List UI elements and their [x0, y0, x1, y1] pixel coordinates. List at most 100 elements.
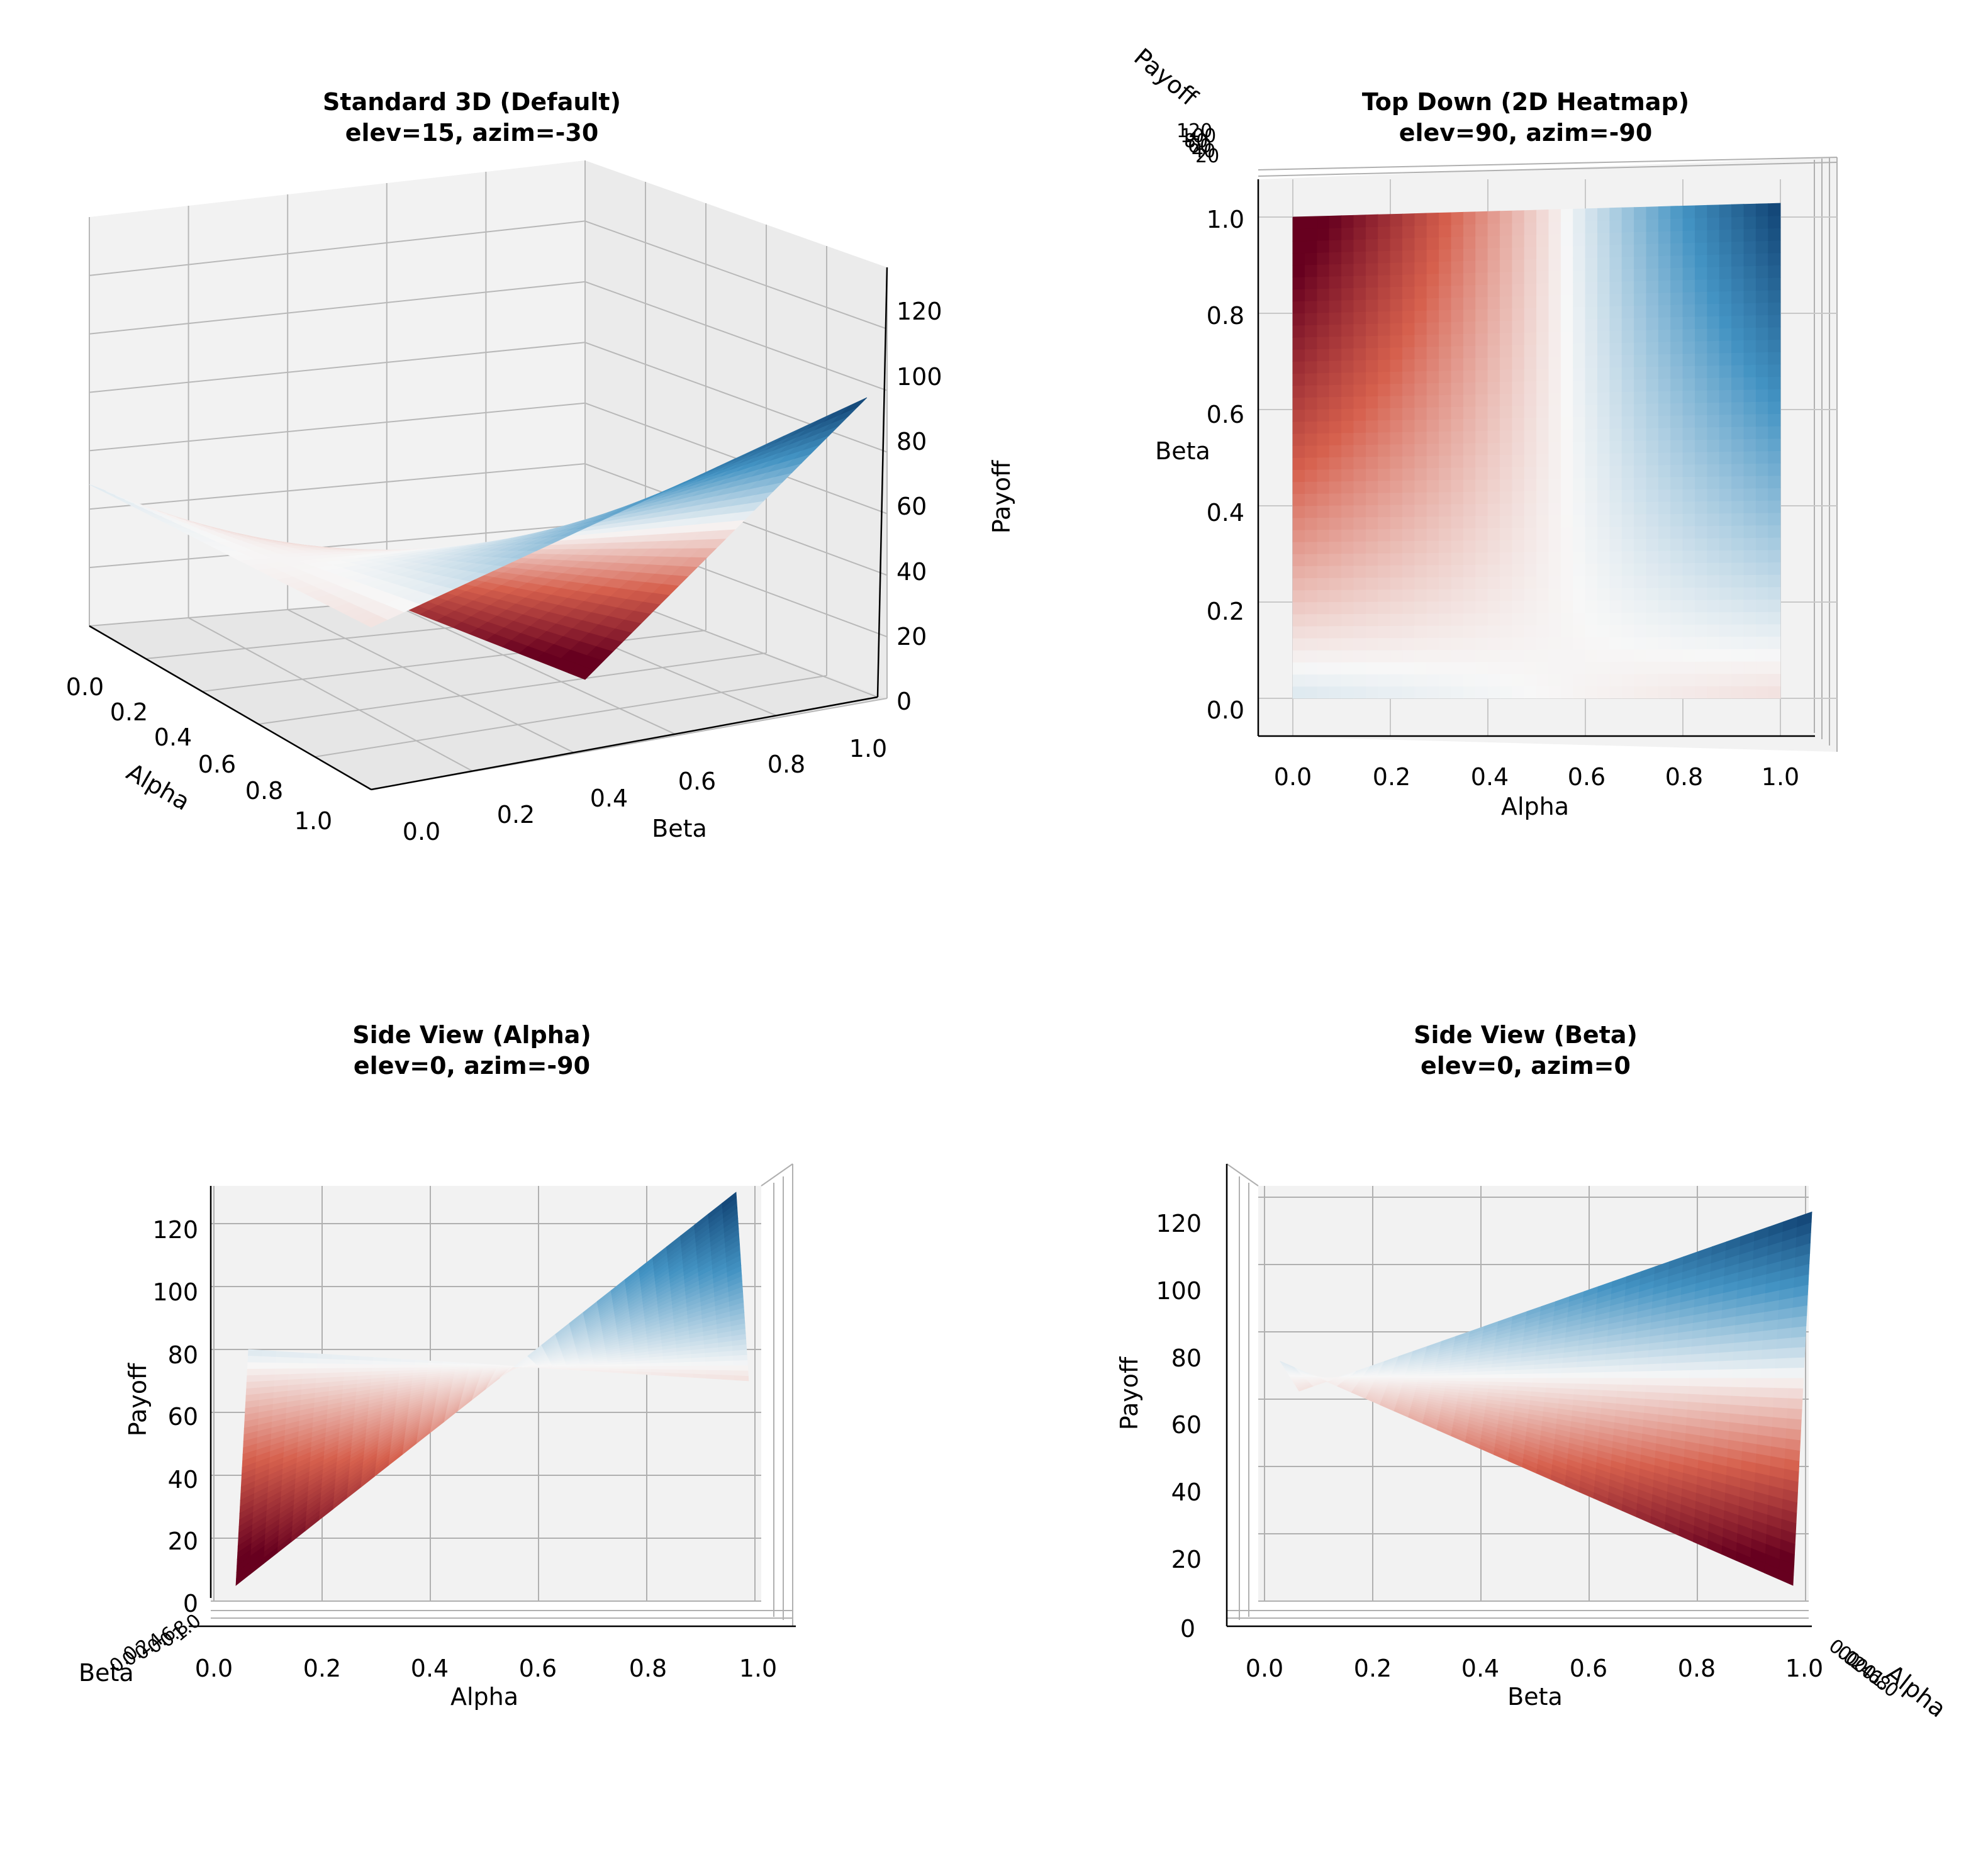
p2-heat-cell [1732, 575, 1744, 588]
p2-heat-cell [1756, 438, 1768, 451]
p2-heat-cell [1707, 612, 1719, 625]
p2-heat-cell [1597, 367, 1609, 380]
p2-heat-cell [1537, 527, 1549, 540]
p2-heat-cell [1768, 587, 1780, 600]
p2-heat-cell [1707, 637, 1719, 649]
p2-heat-cell [1573, 625, 1585, 637]
p2-heat-cell [1622, 465, 1634, 478]
p2-heat-cell [1500, 235, 1512, 248]
p2-heat-cell [1585, 380, 1597, 393]
p2-heat-cell [1317, 686, 1329, 698]
p2-heat-cell [1671, 637, 1683, 649]
p2-heat-cell [1524, 320, 1536, 333]
p2-heat-cell [1488, 309, 1500, 321]
p2-heat-cell [1646, 330, 1658, 342]
p4-surface-cell [1617, 1384, 1633, 1391]
p2-heat-cell [1683, 292, 1695, 304]
p2-heat-cell [1415, 650, 1427, 662]
p2-heat-cell [1427, 298, 1439, 310]
p2-heat-cell [1463, 333, 1475, 346]
p2-heat-cell [1683, 329, 1695, 342]
p2-heat-cell [1342, 227, 1354, 240]
p2-heat-cell [1366, 360, 1378, 372]
p2-heat-cell [1671, 354, 1683, 366]
p2-heat-cell [1402, 359, 1414, 372]
p2-heat-cell [1427, 577, 1439, 589]
p2-heat-cell [1342, 529, 1354, 541]
p2-heat-cell [1707, 304, 1719, 316]
p2-heat-cell [1524, 247, 1536, 259]
p2-heat-cell [1512, 479, 1524, 491]
p2-heat-cell [1658, 415, 1670, 428]
p2-heat-cell [1768, 377, 1780, 389]
p2-heat-cell [1549, 442, 1561, 454]
p2-heat-cell [1732, 476, 1744, 489]
p2-heat-cell [1512, 564, 1524, 577]
p3-surface-cell [720, 1375, 735, 1380]
p2-heat-cell [1512, 296, 1524, 308]
p2-heat-cell [1305, 662, 1317, 674]
p2-heat-cell [1549, 221, 1561, 234]
p2-heat-cell [1756, 637, 1768, 649]
p2-heat-cell [1342, 324, 1354, 337]
p2-heat-cell [1585, 588, 1597, 601]
p2-heat-cell [1671, 440, 1683, 452]
p2-heat-cell [1451, 273, 1463, 286]
p2-heat-cell [1476, 297, 1488, 310]
p2-heat-cell [1366, 215, 1378, 227]
p2-heat-cell [1537, 405, 1549, 418]
p2-heat-cell [1634, 551, 1646, 564]
p2-heat-cell [1342, 288, 1354, 300]
p2-heat-cell [1573, 294, 1585, 307]
p2-heat-cell [1354, 566, 1366, 578]
p4-surface-cell [1519, 1373, 1534, 1378]
p2-heat-cell [1378, 529, 1390, 541]
p2-heat-cell [1476, 224, 1488, 237]
p2-heat-cell [1646, 243, 1658, 256]
p2-heat-cell [1463, 467, 1475, 480]
p2-heat-cell [1317, 578, 1329, 589]
p4-surface-cell [1660, 1385, 1675, 1393]
p2-heat-cell [1463, 613, 1475, 625]
p2-heat-cell [1744, 228, 1756, 241]
p3-surface-cell [290, 1352, 304, 1358]
p2-heat-cell [1695, 624, 1707, 637]
p2-heat-cell [1585, 392, 1597, 405]
p4-surface-cell [1717, 1378, 1733, 1387]
p2-heat-cell [1342, 360, 1354, 373]
p2-heat-cell [1597, 282, 1609, 294]
p4-surface-cell [1719, 1360, 1733, 1370]
p2-heat-cell [1402, 298, 1414, 311]
p2-heat-cell [1500, 650, 1512, 662]
p2-heat-cell [1439, 492, 1451, 505]
p2-heat-cell [1622, 391, 1634, 404]
p2-heat-cell [1585, 343, 1597, 355]
p2-heat-cell [1646, 576, 1658, 588]
p4-surface-cell [1533, 1373, 1548, 1378]
p2-heat-cell [1463, 285, 1475, 298]
p2-heat-cell [1719, 279, 1731, 291]
p4-surface-cell [1787, 1418, 1801, 1430]
p3-surface-cell [262, 1350, 277, 1357]
p2-heat-cell [1451, 334, 1463, 347]
p2-heat-cell [1378, 347, 1390, 360]
p2-heat-cell [1671, 403, 1683, 415]
p2-heat-cell [1305, 626, 1317, 638]
p2-heat-cell [1451, 261, 1463, 274]
p2-heat-cell [1293, 216, 1305, 229]
p2-heat-cell [1573, 539, 1585, 552]
p2-alpha-label: Alpha [1501, 793, 1569, 820]
p2-heat-cell [1634, 379, 1646, 391]
p2-heat-cell [1719, 538, 1731, 550]
p2-heat-cell [1719, 686, 1731, 698]
p2-heat-cell [1768, 438, 1780, 451]
p2-heat-cell [1402, 432, 1414, 444]
p2-heat-cell [1390, 250, 1402, 263]
p3-surface-cell [414, 1365, 428, 1368]
p2-heat-cell [1427, 638, 1439, 650]
p2-heat-cell [1488, 455, 1500, 467]
p2-heat-cell [1366, 444, 1378, 457]
p2-heat-cell [1537, 662, 1549, 674]
p2-heat-cell [1622, 637, 1634, 650]
p1-beta-tick-2: 0.4 [590, 785, 628, 812]
